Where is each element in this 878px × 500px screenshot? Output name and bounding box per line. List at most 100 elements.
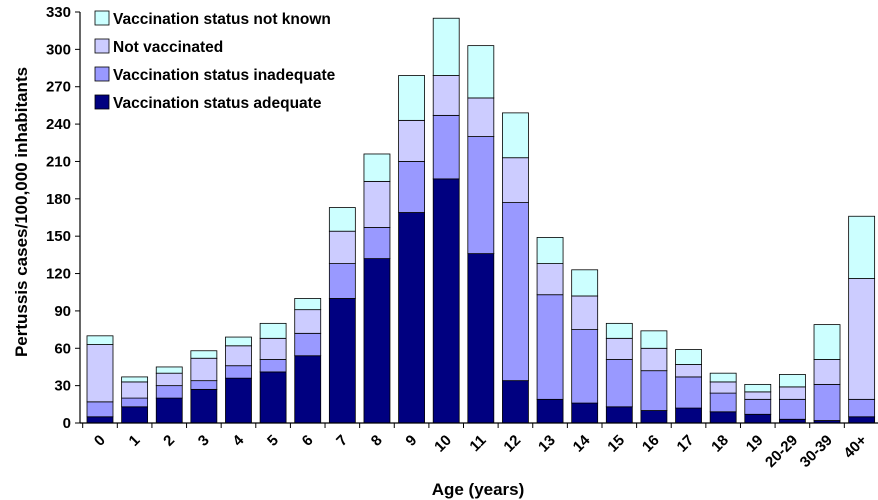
legend-label: Vaccination status adequate	[113, 95, 322, 112]
bar-segment	[294, 332, 322, 357]
bar-segment	[363, 180, 391, 228]
bar-segment	[536, 263, 564, 296]
bar-segment	[467, 136, 495, 255]
bar-segment	[432, 114, 460, 180]
bar-segment	[848, 398, 876, 418]
bar-segment	[813, 324, 841, 360]
bar-segment	[155, 366, 183, 374]
bar-segment	[259, 337, 287, 360]
bar-segment	[328, 207, 356, 232]
bar-segment	[225, 345, 252, 367]
x-tick-label: 13	[535, 432, 559, 456]
bar-segment	[744, 391, 772, 400]
x-tick-label: 17	[674, 432, 698, 456]
bar-segment	[848, 215, 876, 279]
y-tick-label: 180	[46, 191, 71, 208]
x-tick-label: 5	[264, 432, 282, 450]
bar-segment	[294, 355, 322, 424]
x-tick-label: 2	[160, 432, 178, 450]
legend-swatch	[94, 10, 110, 26]
bar-segment	[259, 322, 287, 339]
bar-segment	[190, 357, 218, 382]
bar-segment	[121, 406, 149, 424]
bar-segment	[709, 381, 737, 394]
bar-segment	[744, 398, 772, 415]
bar-segment	[467, 97, 495, 137]
bar-segment	[502, 202, 529, 382]
bar-segment	[571, 295, 599, 330]
x-tick-label: 40+	[840, 432, 870, 462]
bar-segment	[709, 392, 737, 413]
bar-segment	[467, 253, 495, 424]
bar-segment	[640, 410, 668, 424]
x-tick-label: 30-39	[797, 432, 836, 471]
bar-segment	[709, 411, 737, 424]
bar-segment	[432, 17, 460, 76]
bar-segment	[848, 416, 876, 424]
y-tick-label: 270	[46, 79, 71, 96]
bar-segment	[190, 350, 218, 359]
bar-segment	[571, 329, 599, 404]
x-tick-label: 12	[500, 432, 524, 456]
bar-segment	[675, 407, 702, 424]
x-tick-label: 18	[708, 432, 732, 456]
bar-segment	[121, 397, 149, 408]
y-tick-label: 60	[54, 340, 71, 357]
bar-segment	[121, 381, 149, 399]
x-tick-label: 15	[604, 432, 628, 456]
bar-segment	[398, 161, 425, 213]
bar-segment	[363, 153, 391, 182]
bar-segment	[605, 406, 633, 424]
bar-segment	[259, 359, 287, 373]
bar-segment	[813, 359, 841, 385]
bar-segment	[779, 374, 806, 388]
y-tick-label: 210	[46, 153, 71, 170]
bar-segment	[190, 388, 218, 424]
bar-segment	[121, 376, 149, 383]
y-tick-label: 0	[63, 415, 71, 432]
bar-segment	[398, 212, 425, 424]
bar-segment	[432, 178, 460, 424]
bars-layer	[86, 17, 876, 424]
x-tick-label: 20-29	[762, 432, 801, 471]
y-tick-label: 330	[46, 4, 71, 21]
bar-segment	[86, 401, 114, 418]
legend-label: Vaccination status not known	[113, 11, 331, 28]
bar-segment	[467, 45, 495, 99]
bar-segment	[605, 322, 633, 339]
bar-segment	[502, 380, 529, 424]
x-axis-title: Age (years)	[432, 480, 525, 499]
y-tick-label: 300	[46, 41, 71, 58]
bar-segment	[86, 344, 114, 403]
bar-segment	[398, 119, 425, 162]
bar-segment	[605, 359, 633, 408]
bar-segment	[536, 398, 564, 424]
y-axis-title: Pertussis cases/100,000 inhabitants	[12, 67, 31, 357]
bar-segment	[363, 227, 391, 260]
bar-segment	[86, 335, 114, 345]
bar-segment	[675, 364, 702, 378]
bar-segment	[640, 370, 668, 411]
bar-segment	[675, 349, 702, 365]
y-tick-label: 90	[54, 303, 71, 320]
bar-segment	[502, 157, 529, 203]
bar-segment	[363, 258, 391, 424]
legend-swatch	[94, 66, 110, 82]
x-tick-label: 0	[91, 432, 109, 450]
x-tick-label: 11	[466, 432, 489, 455]
x-tick-label: 16	[639, 432, 663, 456]
bar-segment	[536, 237, 564, 264]
bar-segment	[709, 372, 737, 383]
y-tick-label: 150	[46, 228, 71, 245]
bar-segment	[155, 372, 183, 387]
bar-segment	[190, 380, 218, 390]
bar-segment	[155, 397, 183, 424]
bar-segment	[294, 298, 322, 311]
bar-segment	[225, 365, 252, 379]
bar-segment	[536, 294, 564, 400]
bar-segment	[744, 383, 772, 393]
bar-segment	[328, 263, 356, 299]
bar-segment	[779, 398, 806, 420]
bar-segment	[848, 278, 876, 400]
